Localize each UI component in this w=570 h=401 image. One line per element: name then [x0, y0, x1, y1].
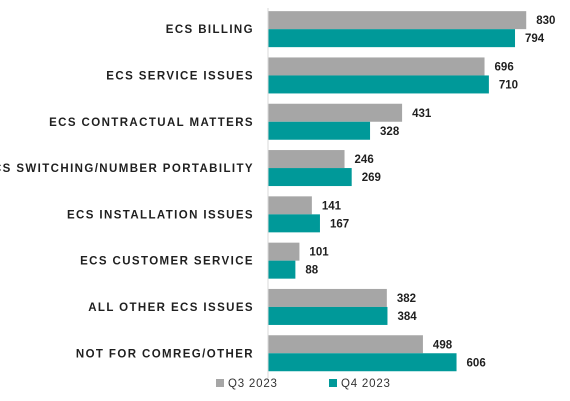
data-label: 246	[355, 154, 374, 166]
bar-q3-2023	[268, 103, 403, 122]
category-label: ECS CUSTOMER SERVICE	[80, 256, 254, 268]
bar-q3-2023	[268, 196, 312, 215]
bar-q4-2023	[268, 168, 352, 187]
bar-q3-2023	[268, 242, 300, 261]
bar-q3-2023	[268, 150, 345, 169]
bar-q4-2023	[268, 214, 320, 233]
legend-swatch	[329, 379, 337, 387]
bar-q4-2023	[268, 306, 388, 325]
data-label: 328	[380, 126, 400, 138]
bar-q4-2023	[268, 121, 371, 140]
bar-q3-2023	[268, 11, 527, 30]
data-label: 794	[525, 33, 545, 45]
bar-q3-2023	[268, 57, 485, 76]
data-label: 167	[330, 218, 349, 230]
category-label: ECS BILLING	[166, 24, 254, 36]
data-label: 382	[397, 293, 416, 305]
category-label: ECS SERVICE ISSUES	[106, 70, 254, 82]
category-label: ECS SWITCHING/NUMBER PORTABILITY	[0, 163, 254, 175]
data-label: 830	[536, 15, 555, 27]
bar-q3-2023	[268, 288, 387, 307]
data-label: 710	[499, 79, 518, 91]
data-label: 498	[433, 339, 453, 351]
bar-q3-2023	[268, 335, 423, 354]
legend-label: Q4 2023	[341, 378, 391, 390]
legend-label: Q3 2023	[228, 378, 278, 390]
bar-q4-2023	[268, 75, 489, 94]
data-label: 101	[309, 247, 329, 259]
category-label: ALL OTHER ECS ISSUES	[88, 302, 254, 314]
data-label: 606	[467, 357, 486, 369]
data-label: 431	[412, 108, 432, 120]
category-label: NOT FOR COMREG/OTHER	[76, 348, 254, 360]
category-label: ECS CONTRACTUAL MATTERS	[49, 117, 254, 129]
bar-q4-2023	[268, 260, 296, 279]
category-label: ECS INSTALLATION ISSUES	[67, 209, 254, 221]
data-label: 141	[322, 200, 342, 212]
bar-q4-2023	[268, 353, 457, 372]
legend-swatch	[216, 379, 224, 387]
data-label: 696	[495, 61, 514, 73]
bar-q4-2023	[268, 29, 516, 48]
data-label: 384	[397, 311, 417, 323]
data-label: 88	[305, 265, 318, 277]
data-label: 269	[362, 172, 381, 184]
